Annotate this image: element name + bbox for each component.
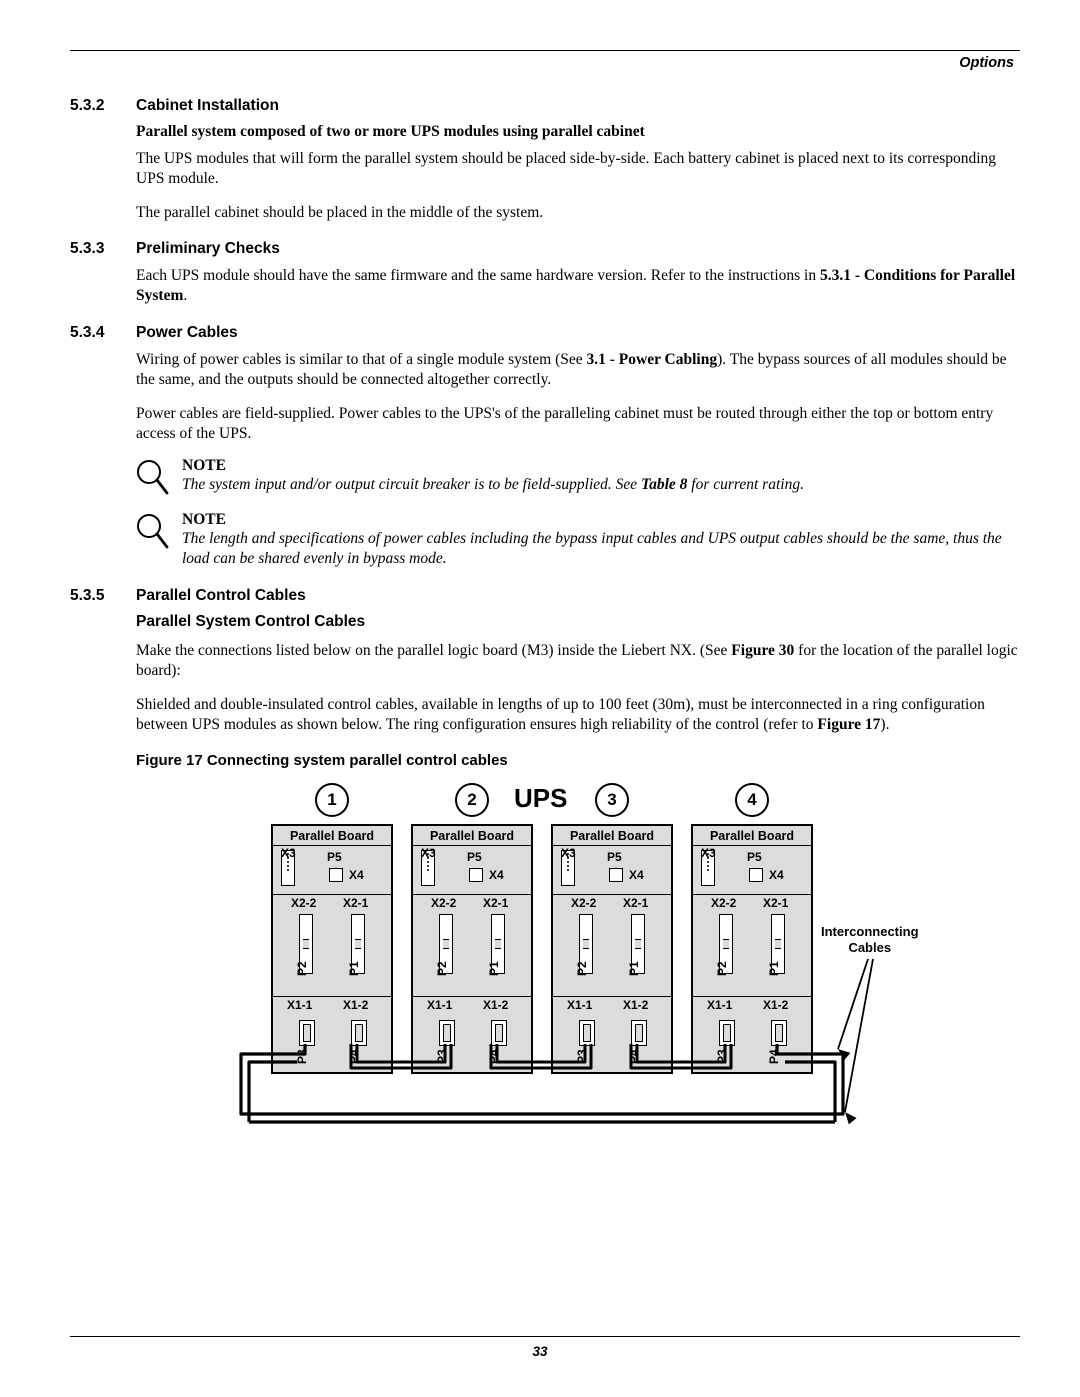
section-number: 5.3.4 [70,324,136,342]
magnifier-icon [136,457,182,497]
note-body: The length and specifications of power c… [182,529,1020,569]
bold-ref: Figure 30 [731,642,794,659]
header-section-label: Options [70,55,1020,71]
cable-overlay [136,779,956,1139]
section-body-5-3-5: Parallel System Control Cables Make the … [136,613,1020,734]
document-page: Options 5.3.2 Cabinet Installation Paral… [0,0,1080,1397]
subheading-sans: Parallel System Control Cables [136,613,1020,631]
paragraph: Shielded and double-insulated control ca… [136,695,1020,735]
section-body-5-3-3: Each UPS module should have the same fir… [136,266,1020,306]
paragraph: Each UPS module should have the same fir… [136,266,1020,306]
footer-rule [70,1336,1020,1337]
section-heading-5-3-3: 5.3.3 Preliminary Checks [70,240,1020,258]
paragraph: The parallel cabinet should be placed in… [136,203,1020,223]
text: ). [880,716,889,733]
section-title: Power Cables [136,324,238,342]
section-heading-5-3-5: 5.3.5 Parallel Control Cables [70,587,1020,605]
section-heading-5-3-2: 5.3.2 Cabinet Installation [70,97,1020,115]
text: Make the connections listed below on the… [136,642,731,659]
text: Each UPS module should have the same fir… [136,267,820,284]
paragraph: Wiring of power cables is similar to tha… [136,350,1020,390]
text: Wiring of power cables is similar to tha… [136,351,587,368]
note-body: The system input and/or output circuit b… [182,475,1020,495]
text: . [183,287,187,304]
text: for current rating. [687,476,804,493]
header-rule [70,50,1020,51]
note-title: NOTE [182,511,1020,529]
figure-17-diagram: UPSInterconnectingCables1Parallel BoardX… [136,779,956,1139]
note-block: NOTE The length and specifications of po… [136,511,1020,569]
section-number: 5.3.2 [70,97,136,115]
bold-ref: Table 8 [641,476,687,493]
paragraph: Make the connections listed below on the… [136,641,1020,681]
note-block: NOTE The system input and/or output circ… [136,457,1020,497]
section-number: 5.3.3 [70,240,136,258]
subheading: Parallel system composed of two or more … [136,123,1020,141]
section-title: Preliminary Checks [136,240,280,258]
section-body-5-3-4: Wiring of power cables is similar to tha… [136,350,1020,569]
text: The system input and/or output circuit b… [182,476,641,493]
section-body-5-3-2: Parallel system composed of two or more … [136,123,1020,222]
paragraph: Power cables are field-supplied. Power c… [136,404,1020,444]
magnifier-icon [136,511,182,569]
section-title: Cabinet Installation [136,97,279,115]
paragraph: The UPS modules that will form the paral… [136,149,1020,189]
section-number: 5.3.5 [70,587,136,605]
section-title: Parallel Control Cables [136,587,306,605]
page-number: 33 [0,1344,1080,1359]
bold-ref: Figure 17 [817,716,880,733]
note-content: NOTE The length and specifications of po… [182,511,1020,569]
note-content: NOTE The system input and/or output circ… [182,457,1020,497]
note-title: NOTE [182,457,1020,475]
bold-ref: 3.1 - Power Cabling [587,351,718,368]
figure-caption: Figure 17 Connecting system parallel con… [136,752,1020,769]
section-heading-5-3-4: 5.3.4 Power Cables [70,324,1020,342]
